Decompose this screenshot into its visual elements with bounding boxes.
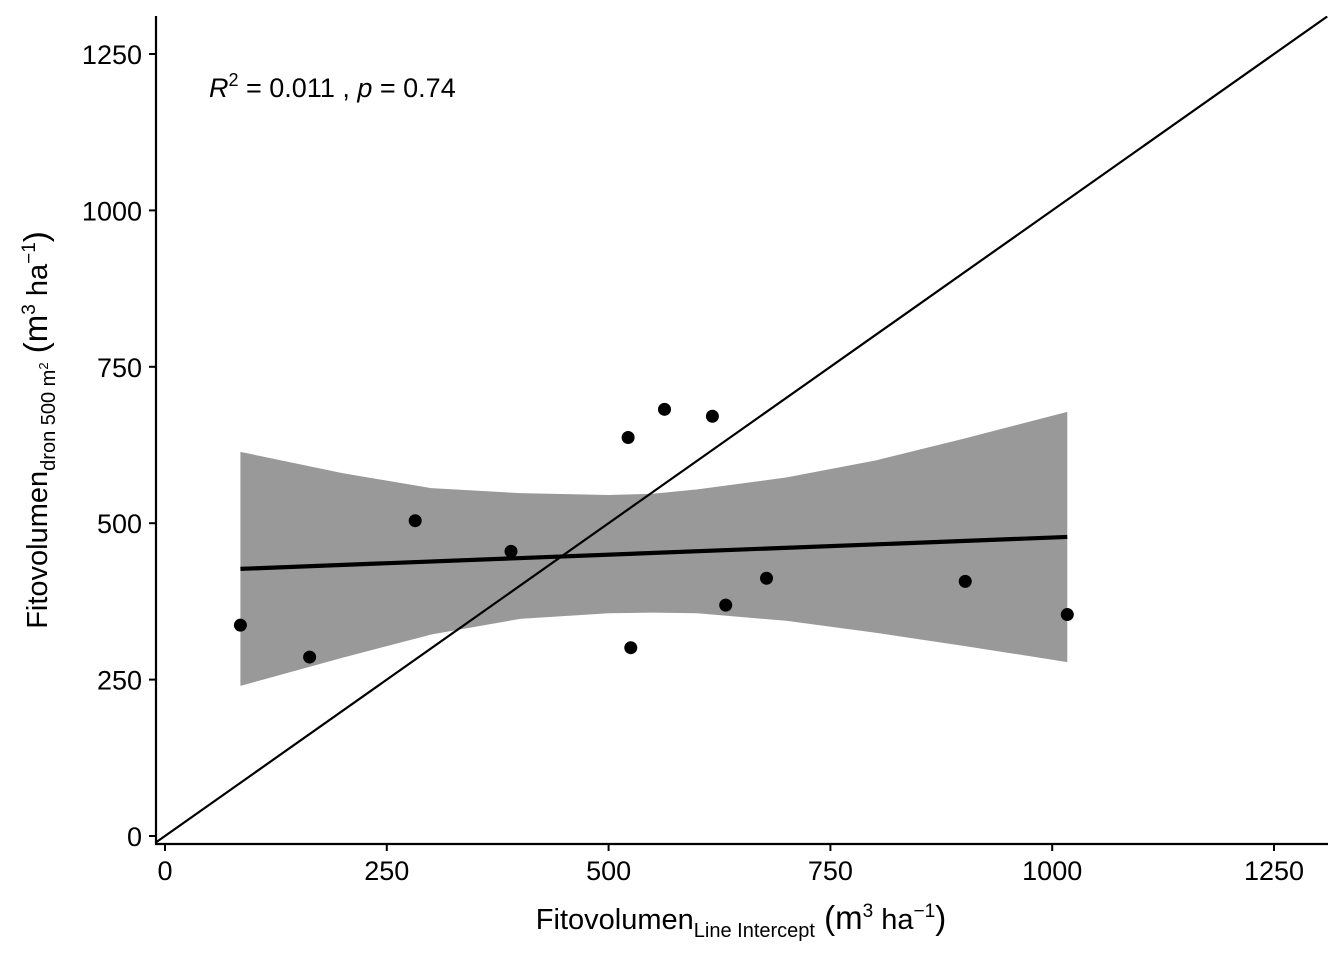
x-axis-title-sub: Line Intercept bbox=[694, 920, 816, 942]
y-axis-title: Fitovolumendron 500 m2 (m3 ha−1) bbox=[17, 231, 60, 629]
x-axis-title-unit-exp2: −1 bbox=[914, 901, 936, 922]
y-axis-title-unit-close: ) bbox=[17, 231, 54, 242]
data-point bbox=[958, 574, 972, 588]
data-point bbox=[303, 650, 317, 664]
y-tick-label: 1000 bbox=[82, 196, 142, 226]
y-tick-label: 750 bbox=[97, 353, 142, 383]
y-tick-label: 500 bbox=[97, 509, 142, 539]
y-axis-title-unit-exp2: −1 bbox=[19, 242, 40, 264]
x-tick-label: 1000 bbox=[1022, 856, 1082, 886]
p-symbol: p bbox=[356, 73, 372, 103]
y-tick-label: 0 bbox=[127, 822, 142, 852]
p-value: = 0.74 bbox=[372, 73, 455, 103]
reference-line bbox=[156, 16, 1328, 844]
x-tick-label: 500 bbox=[586, 856, 631, 886]
data-point bbox=[621, 430, 635, 444]
y-tick-label: 250 bbox=[97, 666, 142, 696]
regression-line-layer bbox=[240, 534, 1068, 571]
y-tick-label: 1250 bbox=[82, 40, 142, 70]
data-point bbox=[719, 598, 733, 612]
regression-line bbox=[240, 534, 1068, 571]
data-point bbox=[624, 641, 638, 655]
x-tick-label: 250 bbox=[364, 856, 409, 886]
y-axis-title-sub-exp: 2 bbox=[36, 362, 51, 369]
x-tick-label: 1250 bbox=[1244, 856, 1304, 886]
data-point bbox=[760, 571, 774, 585]
y-axis-title-unit-mid: ha bbox=[22, 263, 54, 304]
y-axis-title-unit-open: (m bbox=[17, 315, 54, 363]
r2-value: = 0.011 , bbox=[239, 73, 358, 103]
data-point bbox=[657, 402, 671, 416]
x-axis-title: FitovolumenLine Intercept (m3 ha−1) bbox=[536, 899, 946, 942]
data-point bbox=[1060, 608, 1074, 622]
x-tick-label: 750 bbox=[808, 856, 853, 886]
r2-symbol: R bbox=[209, 73, 229, 103]
data-point bbox=[504, 544, 518, 558]
x-axis-title-unit-mid: ha bbox=[873, 904, 914, 936]
data-point bbox=[705, 409, 719, 423]
y-axis-title-unit-exp: 3 bbox=[19, 304, 40, 315]
x-tick-label: 0 bbox=[157, 856, 172, 886]
data-point bbox=[408, 514, 422, 528]
data-point bbox=[233, 618, 247, 632]
x-axis-title-unit-exp: 3 bbox=[863, 901, 874, 922]
axes: 0 250 500 750 1000 1250 0 250 500 750 1000 1250 bbox=[82, 16, 1328, 886]
confidence-band-layer bbox=[240, 411, 1068, 686]
y-axis-title-main: Fitovolumen bbox=[22, 471, 54, 629]
confidence-band bbox=[240, 411, 1068, 686]
x-axis-title-main: Fitovolumen bbox=[536, 904, 694, 936]
points-layer bbox=[233, 402, 1074, 664]
stats-annotation: R2 = 0.011 , p = 0.74 bbox=[209, 70, 456, 103]
y-axis-title-sub: dron 500 m bbox=[38, 370, 60, 471]
r2-exponent: 2 bbox=[229, 70, 239, 90]
reference-line-layer bbox=[156, 16, 1328, 844]
x-axis-title-unit-close: ) bbox=[935, 899, 946, 936]
x-axis-title-unit-open: (m bbox=[815, 899, 863, 936]
